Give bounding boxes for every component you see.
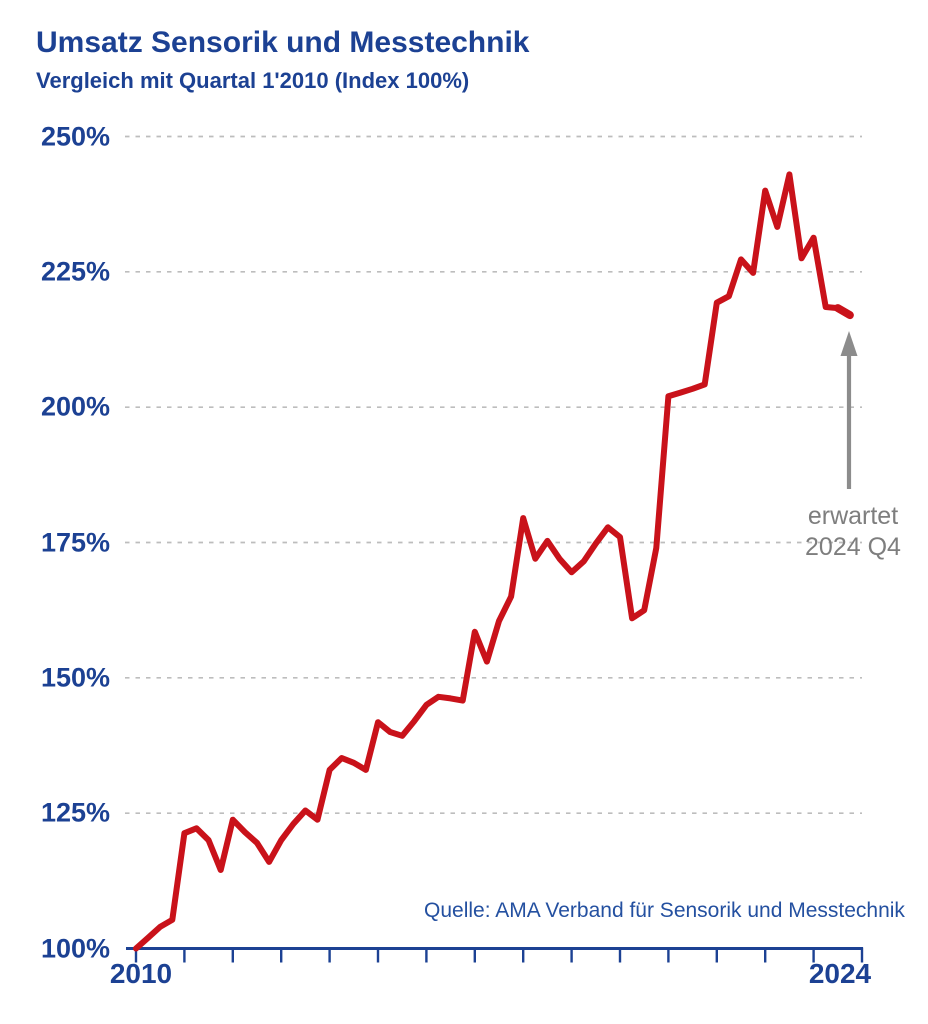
revenue-line [133,171,853,952]
source-note: Quelle: AMA Verband für Sensorik und Mes… [424,899,905,922]
forecast-arrow-head-icon [840,331,858,356]
y-axis-label-225: 225% [40,256,110,287]
y-axis-label-250: 250% [40,121,110,151]
revenue-line-forecast-segment [833,304,854,320]
y-axis-label-100: 100% [40,933,110,963]
chart-subtitle: Vergleich mit Quartal 1'2010 (Index 100%… [36,68,470,93]
x-axis-label-2024: 2024 [808,958,872,989]
x-axis-label-2010: 2010 [109,958,173,989]
forecast-annotation-line2: 2024 Q4 [805,533,901,561]
y-axis-label-175: 175% [40,527,110,557]
y-axis-label-150: 150% [40,662,110,693]
y-axis-label-200: 200% [40,391,110,422]
forecast-annotation: erwartet 2024 Q4 [780,501,926,563]
y-axis-label-125: 125% [40,797,110,828]
forecast-annotation-line1: erwartet [807,502,899,530]
chart-title: Umsatz Sensorik und Messtechnik [36,26,530,59]
